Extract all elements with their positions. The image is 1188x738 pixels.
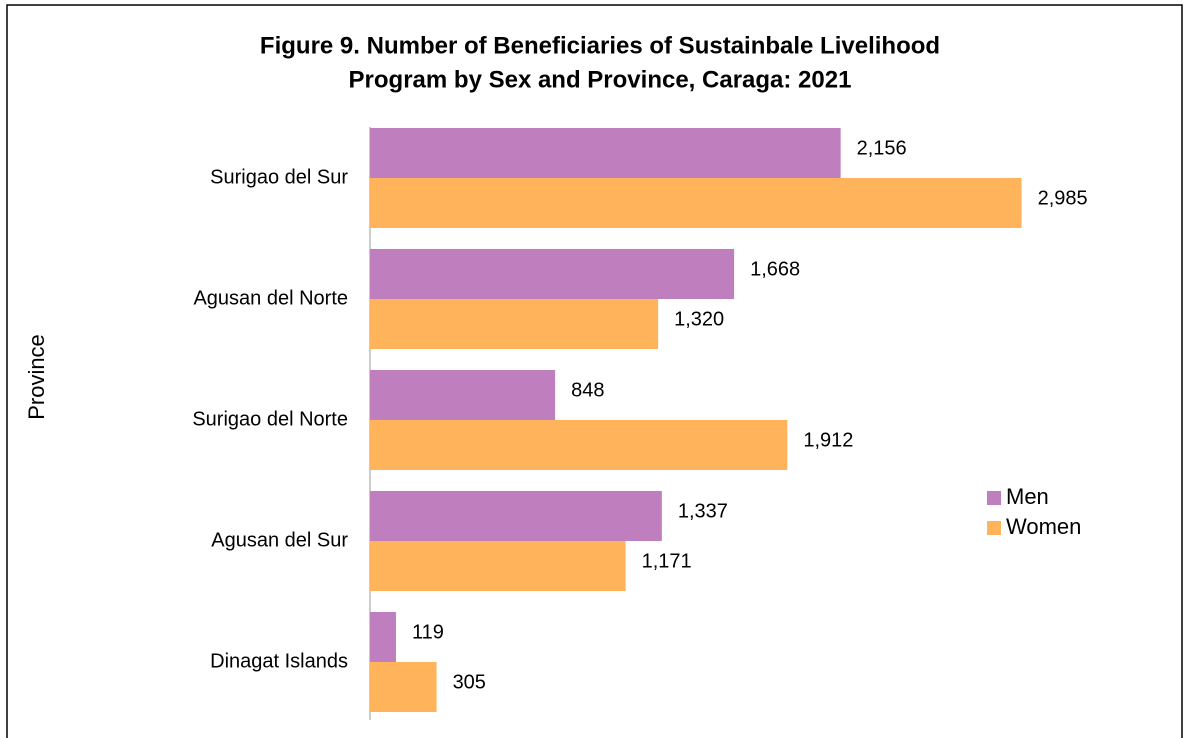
legend-label: Men bbox=[1006, 484, 1049, 509]
legend-label: Women bbox=[1006, 514, 1081, 539]
legend-swatch bbox=[987, 521, 1001, 535]
data-label: 305 bbox=[453, 671, 486, 693]
data-label: 848 bbox=[571, 379, 604, 401]
data-label: 119 bbox=[412, 621, 444, 643]
y-tick-label: Dinagat Islands bbox=[210, 650, 348, 672]
data-label: 1,171 bbox=[642, 550, 692, 572]
data-label: 1,320 bbox=[674, 308, 724, 330]
legend-swatch bbox=[987, 491, 1001, 505]
bar bbox=[370, 249, 735, 299]
y-axis-title: Province bbox=[24, 334, 49, 420]
bar bbox=[370, 612, 396, 662]
bar bbox=[370, 541, 626, 591]
y-tick-label: Agusan del Sur bbox=[211, 529, 348, 551]
y-tick-label: Agusan del Norte bbox=[193, 287, 348, 309]
bar bbox=[370, 662, 437, 712]
y-tick-label: Surigao del Norte bbox=[192, 408, 348, 430]
bar bbox=[370, 491, 662, 541]
data-label: 2,985 bbox=[1038, 187, 1088, 209]
y-tick-label: Surigao del Sur bbox=[210, 166, 348, 188]
chart-subtitle: Program by Sex and Province, Caraga: 202… bbox=[349, 66, 852, 93]
bar bbox=[370, 370, 556, 420]
bar bbox=[370, 299, 659, 349]
bar bbox=[370, 420, 788, 470]
data-label: 1,668 bbox=[750, 258, 800, 280]
data-label: 2,156 bbox=[857, 137, 907, 159]
bar bbox=[370, 128, 841, 178]
bar bbox=[370, 178, 1022, 228]
frame bbox=[6, 4, 1183, 738]
data-label: 1,337 bbox=[678, 500, 728, 522]
chart-title: Figure 9. Number of Beneficiaries of Sus… bbox=[260, 32, 940, 59]
data-label: 1,912 bbox=[803, 429, 853, 451]
